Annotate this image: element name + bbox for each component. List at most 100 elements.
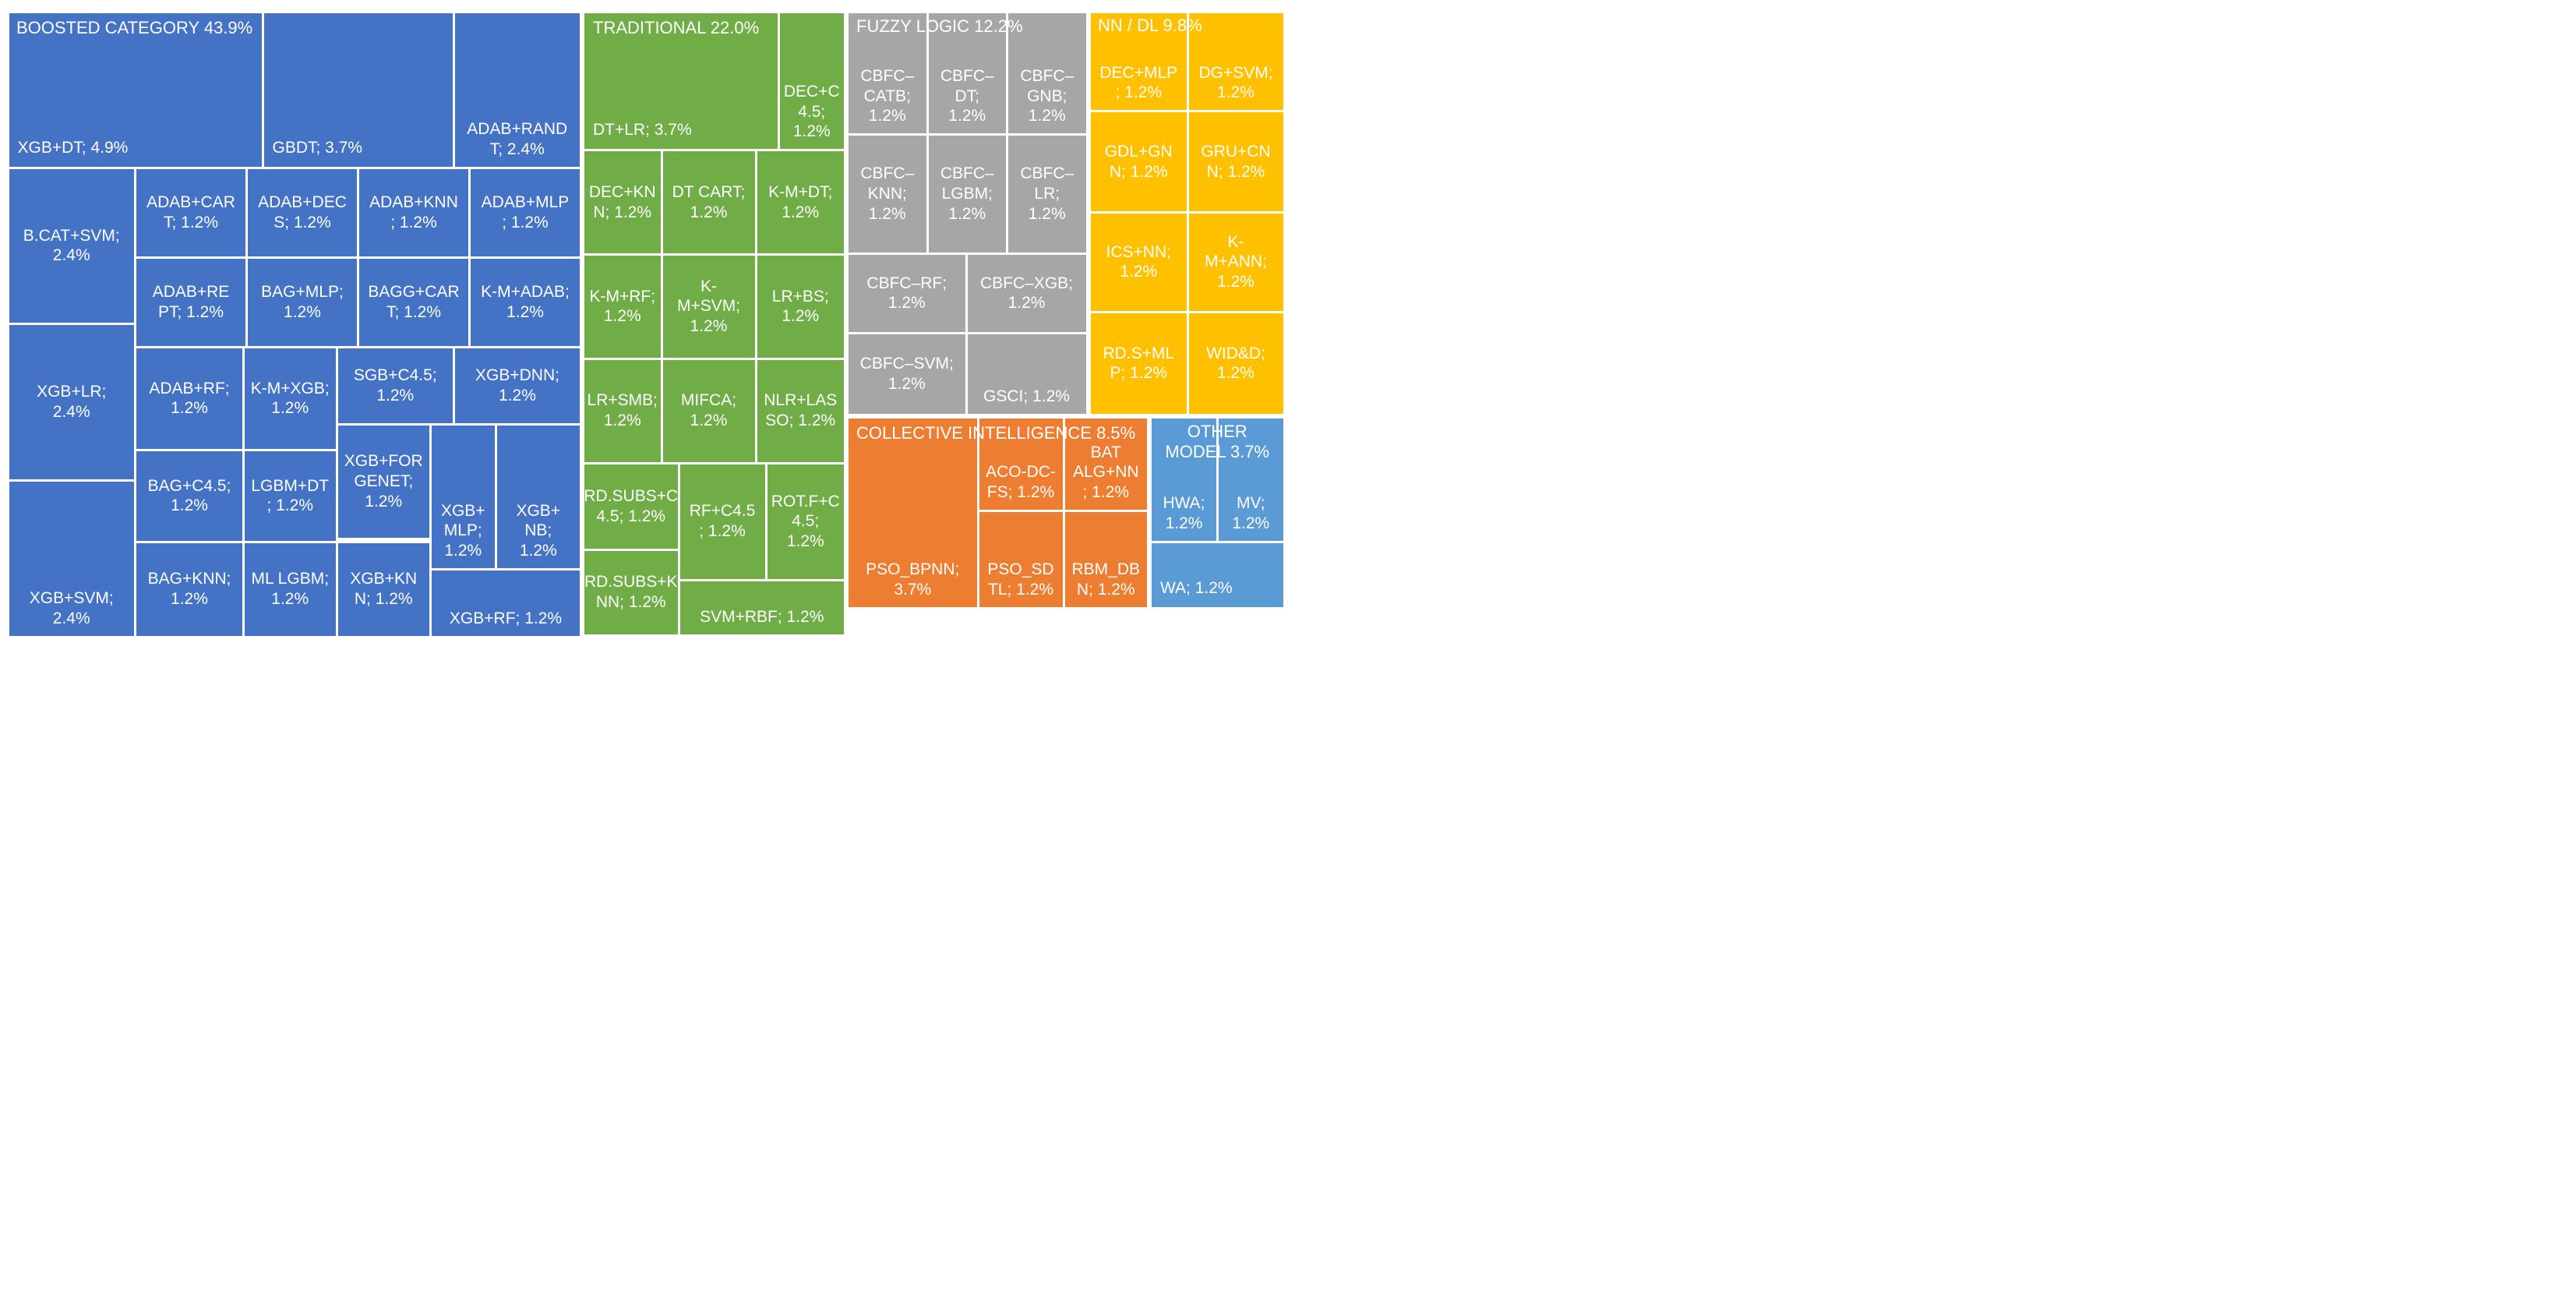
cell-label: GSCI; 1.2% <box>983 387 1070 406</box>
treemap-cell-adab-randt: ADAB+RAND T; 2.4% <box>454 12 580 167</box>
cell-label: ADAB+DEC S; 1.2% <box>258 193 347 231</box>
cell-label: RF+C4.5 ; 1.2% <box>689 502 756 540</box>
treemap-cell-hwa: HWA; 1.2% <box>1152 418 1216 541</box>
cell-label: SGB+C4.5; 1.2% <box>353 366 437 404</box>
cell-label: LR+BS; 1.2% <box>771 287 829 326</box>
treemap-cell-svm-rbf: SVM+RBF; 1.2% <box>679 581 844 634</box>
cell-label: K-M+XGB; 1.2% <box>250 379 330 418</box>
cell-label: DEC+KN N; 1.2% <box>588 182 656 221</box>
treemap-cell-rot-f-c4-5: ROT.F+C 4.5; 1.2% <box>767 464 844 579</box>
treemap-cell-xgb-lr: XGB+LR; 2.4% <box>9 325 134 479</box>
treemap-chart: XGB+DT; 4.9% GBDT; 3.7% ADAB+RAND T; 2.4% B… <box>0 0 1288 650</box>
cell-label: BAGG+CAR T; 1.2% <box>368 282 460 321</box>
treemap-cell-lgbm-dt: LGBM+DT ; 1.2% <box>245 451 336 541</box>
treemap-cell-adab-cart: ADAB+CAR T; 1.2% <box>136 168 245 256</box>
cell-label: ADAB+RAND T; 2.4% <box>467 120 568 158</box>
cell-label: HWA; 1.2% <box>1163 494 1205 532</box>
treemap-cell-k-m-svm: K- M+SVM; 1.2% <box>662 256 755 358</box>
treemap-cell-b-cat-svm: B.CAT+SVM; 2.4% <box>9 168 134 323</box>
treemap-cell-mv: MV; 1.2% <box>1219 418 1283 541</box>
cell-label: CBFC–XGB; 1.2% <box>979 274 1074 313</box>
cell-label: ADAB+RF; 1.2% <box>149 379 230 418</box>
cell-label: WID&D; 1.2% <box>1206 344 1265 383</box>
treemap-cell-bagg-cart: BAGG+CAR T; 1.2% <box>359 258 468 346</box>
cell-label: ADAB+CAR T; 1.2% <box>146 193 235 231</box>
cell-label: RD.SUBS+C 4.5; 1.2% <box>584 486 678 525</box>
cell-label: CBFC– LGBM; 1.2% <box>940 164 994 223</box>
treemap-cell-sgb-c4-5: SGB+C4.5; 1.2% <box>337 348 453 423</box>
cell-label: K- M+ANN; 1.2% <box>1205 232 1267 291</box>
treemap-cell-xgb-nb: XGB+ NB; 1.2% <box>496 425 580 568</box>
cell-label: NLR+LAS SO; 1.2% <box>764 391 838 429</box>
cell-label: K- M+SVM; 1.2% <box>676 277 741 336</box>
cell-label: ACO-DC- FS; 1.2% <box>986 463 1056 501</box>
treemap-cell-wa: WA; 1.2% <box>1152 542 1283 607</box>
cell-label: BAG+KNN; 1.2% <box>147 570 231 608</box>
treemap-cell-adab-knn: ADAB+KNN ; 1.2% <box>359 168 468 256</box>
cell-label: PSO_BPNN; 3.7% <box>866 560 960 599</box>
treemap-cell-cbfc-xgb: CBFC–XGB; 1.2% <box>967 254 1086 332</box>
cell-label: XGB+LR; 2.4% <box>37 383 107 421</box>
treemap-cell-dg-svm: DG+SVM; 1.2% <box>1188 12 1283 110</box>
cell-label: CBFC–RF; 1.2% <box>866 274 947 313</box>
cell-label: XGB+DNN; 1.2% <box>475 366 559 404</box>
cell-label: PSO_SD TL; 1.2% <box>987 560 1054 599</box>
cell-label: MIFCA; 1.2% <box>680 391 737 429</box>
cell-label: SVM+RBF; 1.2% <box>700 607 824 626</box>
treemap-cell-k-m-rf: K-M+RF; 1.2% <box>584 256 661 358</box>
cell-label: XGB+SVM; 2.4% <box>29 589 114 627</box>
cell-label: ML LGBM; 1.2% <box>251 570 330 608</box>
treemap-cell-adab-rept: ADAB+RE PT; 1.2% <box>136 258 245 346</box>
cell-label: DEC+C 4.5; 1.2% <box>783 83 840 141</box>
cell-label: K-M+ADAB; 1.2% <box>481 282 570 321</box>
cell-label: GRU+CN N; 1.2% <box>1201 142 1271 181</box>
treemap-cell-dec-knn: DEC+KN N; 1.2% <box>584 151 661 253</box>
cell-label: ADAB+KNN ; 1.2% <box>369 193 458 231</box>
treemap-cell-rf-c4-5: RF+C4.5 ; 1.2% <box>679 464 765 579</box>
cell-label: CBFC– LR; 1.2% <box>1020 164 1075 223</box>
cell-label: BAT ALG+NN ; 1.2% <box>1072 443 1139 501</box>
treemap-cell-nlr-lasso: NLR+LAS SO; 1.2% <box>757 359 844 462</box>
treemap-cell-pso-sdtl: PSO_SD TL; 1.2% <box>979 511 1063 607</box>
cell-label: ADAB+RE PT; 1.2% <box>152 282 230 321</box>
treemap-cell-gbdt: GBDT; 3.7% <box>263 12 453 167</box>
treemap-cell-adab-decs: ADAB+DEC S; 1.2% <box>248 168 357 256</box>
treemap-cell-adab-rf: ADAB+RF; 1.2% <box>136 348 242 449</box>
treemap-cell-cbfc-rf: CBFC–RF; 1.2% <box>849 254 965 332</box>
treemap-cell-lr-bs: LR+BS; 1.2% <box>757 256 844 358</box>
treemap-cell-ics-nn: ICS+NN; 1.2% <box>1091 214 1187 311</box>
treemap-cell-xgb-dt: XGB+DT; 4.9% <box>9 12 262 167</box>
treemap-cell-cbfc-lr: CBFC– LR; 1.2% <box>1008 136 1086 253</box>
cell-label: MV; 1.2% <box>1232 494 1270 532</box>
cell-label: WA; 1.2% <box>1160 578 1233 597</box>
treemap-cell-cbfc-svm: CBFC–SVM; 1.2% <box>849 334 965 414</box>
cell-label: XGB+ NB; 1.2% <box>516 501 561 560</box>
treemap-cell-cbfc-knn: CBFC– KNN; 1.2% <box>849 136 926 253</box>
treemap-cell-dec-c4-5: DEC+C 4.5; 1.2% <box>779 12 844 149</box>
treemap-cell-gru-cnn: GRU+CN N; 1.2% <box>1188 112 1283 211</box>
treemap-cell-lr-smb: LR+SMB; 1.2% <box>584 359 661 462</box>
treemap-cell-rd-s-mlp: RD.S+ML P; 1.2% <box>1091 313 1187 414</box>
treemap-cell-bag-knn: BAG+KNN; 1.2% <box>136 542 242 636</box>
treemap-cell-cbfc-gnb: CBFC– GNB; 1.2% <box>1008 12 1086 133</box>
treemap-cell-aco-dc-fs: ACO-DC- FS; 1.2% <box>979 418 1063 510</box>
treemap-cell-ml-lgbm: ML LGBM; 1.2% <box>245 542 336 636</box>
treemap-cell-cbfc-catb: CBFC– CATB; 1.2% <box>849 12 926 133</box>
treemap-cell-dt-cart: DT CART; 1.2% <box>662 151 755 253</box>
treemap-cell-rd-subs-c4-5: RD.SUBS+C 4.5; 1.2% <box>584 464 678 549</box>
cell-label: CBFC– DT; 1.2% <box>940 67 994 125</box>
treemap-cell-mifca: MIFCA; 1.2% <box>662 359 755 462</box>
cell-label: XGB+DT; 4.9% <box>17 138 129 157</box>
cell-label: ICS+NN; 1.2% <box>1106 242 1171 281</box>
treemap-cell-wid-d: WID&D; 1.2% <box>1188 313 1283 414</box>
cell-label: RD.SUBS+K NN; 1.2% <box>584 573 678 611</box>
cell-label: ADAB+MLP ; 1.2% <box>481 193 570 231</box>
cell-label: ROT.F+C 4.5; 1.2% <box>771 492 840 550</box>
treemap-cell-cbfc-dt: CBFC– DT; 1.2% <box>928 12 1006 133</box>
treemap-cell-cbfc-lgbm: CBFC– LGBM; 1.2% <box>928 136 1006 253</box>
cell-label: GDL+GN N; 1.2% <box>1104 142 1173 181</box>
treemap-cell-xgb-svm: XGB+SVM; 2.4% <box>9 482 134 636</box>
treemap-cell-k-m-xgb: K-M+XGB; 1.2% <box>245 348 336 449</box>
treemap-cell-bag-mlp: BAG+MLP; 1.2% <box>248 258 357 346</box>
cell-label: K-M+RF; 1.2% <box>589 287 656 326</box>
